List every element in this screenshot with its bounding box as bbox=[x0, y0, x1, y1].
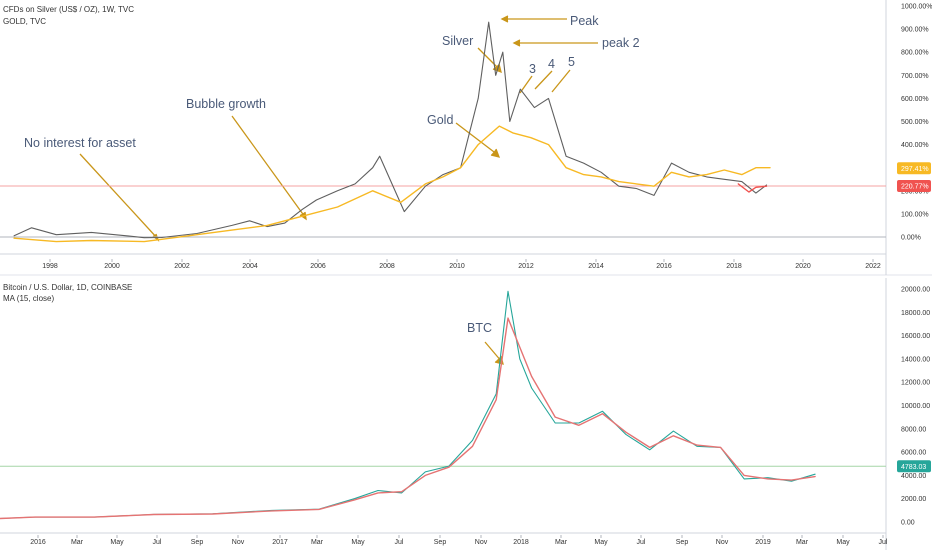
top-series-line-2[interactable] bbox=[737, 183, 768, 193]
bottom-x-tick-label: Nov bbox=[232, 539, 245, 546]
bottom-x-tick-label: 2018 bbox=[513, 539, 529, 546]
bottom-y-tick-label: 18000.00 bbox=[901, 310, 930, 317]
arrow-gold bbox=[455, 122, 499, 156]
bottom-x-tick-label: 2019 bbox=[755, 539, 771, 546]
bottom-y-tick-label: 20000.00 bbox=[901, 287, 930, 294]
top-last-value-text: 220.77% bbox=[901, 184, 929, 191]
bottom-time-axis[interactable]: 2016 Mar May Jul Sep Nov 2017 Mar May Jul Sep Nov 20… bbox=[30, 535, 888, 546]
annotation-4: 4 bbox=[548, 57, 555, 71]
silver-legend[interactable]: CFDs on Silver (US$ / OZ), 1W, TVC bbox=[3, 5, 134, 14]
bottom-x-tick-label: Jul bbox=[395, 539, 404, 546]
top-x-tick-label: 2020 bbox=[795, 263, 811, 270]
bottom-x-tick-label: Nov bbox=[716, 539, 729, 546]
bottom-x-tick-label: Sep bbox=[191, 539, 204, 546]
top-x-tick-label: 2008 bbox=[379, 263, 395, 270]
bottom-x-tick-label: Jul bbox=[153, 539, 162, 546]
bottom-y-tick-label: 14000.00 bbox=[901, 356, 930, 363]
top-x-tick-label: 2022 bbox=[865, 263, 881, 270]
ma-legend[interactable]: MA (15, close) bbox=[3, 294, 54, 303]
gold-legend[interactable]: GOLD, TVC bbox=[3, 17, 46, 26]
top-x-tick-label: 2016 bbox=[656, 263, 672, 270]
bottom-y-tick-label: 12000.00 bbox=[901, 380, 930, 387]
annotation-gold: Gold bbox=[427, 113, 453, 127]
top-x-tick-label: 2006 bbox=[310, 263, 326, 270]
top-time-axis[interactable]: 1998 2000 2002 2004 2006 2008 2010 2012 2014 2016… bbox=[42, 259, 881, 270]
annotation-bubble-growth: Bubble growth bbox=[186, 97, 266, 111]
btc-legend[interactable]: Bitcoin / U.S. Dollar, 1D, COINBASE bbox=[3, 283, 132, 292]
bottom-x-tick-label: Mar bbox=[311, 539, 324, 546]
top-x-tick-label: 2002 bbox=[174, 263, 190, 270]
top-y-tick-label: 600.00% bbox=[901, 96, 929, 103]
annotation-btc: BTC bbox=[467, 321, 492, 335]
top-x-tick-label: 2018 bbox=[726, 263, 742, 270]
top-series-line-1[interactable] bbox=[13, 125, 771, 243]
bottom-x-tick-label: Mar bbox=[796, 539, 809, 546]
top-last-value-badge bbox=[897, 162, 931, 175]
top-y-tick-label: 700.00% bbox=[901, 73, 929, 80]
bottom-last-value-badge bbox=[897, 460, 931, 473]
arrow-5 bbox=[551, 69, 571, 93]
bottom-x-tick-label: May bbox=[594, 539, 608, 546]
bottom-price-axis[interactable]: 20000.00 18000.00 16000.00 14000.00 12000.00… bbox=[901, 287, 930, 527]
bottom-series-line-1[interactable] bbox=[0, 317, 816, 520]
arrow-4 bbox=[534, 70, 553, 90]
bottom-last-value-labels: 4783.03 bbox=[897, 460, 931, 473]
bottom-x-tick-label: Sep bbox=[676, 539, 689, 546]
arrow-no-interest bbox=[79, 153, 159, 240]
bottom-last-value-text: 4783.03 bbox=[901, 464, 926, 471]
top-x-tick-label: 2004 bbox=[242, 263, 258, 270]
top-x-tick-label: 2014 bbox=[588, 263, 604, 270]
top-y-tick-label: 900.00% bbox=[901, 27, 929, 34]
top-x-tick-label: 2000 bbox=[104, 263, 120, 270]
bottom-y-tick-label: 2000.00 bbox=[901, 496, 926, 503]
top-x-tick-label: 2012 bbox=[518, 263, 534, 270]
bottom-series-lines[interactable] bbox=[0, 290, 816, 520]
bottom-y-tick-label: 8000.00 bbox=[901, 426, 926, 433]
arrowhead-peak bbox=[500, 15, 509, 23]
top-last-value-labels: 297.41% 220.77% bbox=[897, 162, 931, 193]
bottom-x-tick-label: Jul bbox=[637, 539, 646, 546]
bottom-x-tick-label: Jul bbox=[879, 539, 888, 546]
top-y-tick-label: 1000.00% bbox=[901, 4, 932, 11]
top-y-tick-label: 0.00% bbox=[901, 235, 921, 242]
top-x-tick-label: 1998 bbox=[42, 263, 58, 270]
bottom-y-tick-label: 0.00 bbox=[901, 520, 915, 527]
top-last-value-text: 297.41% bbox=[901, 166, 929, 173]
top-last-value-badge bbox=[897, 180, 931, 193]
arrow-bubble-growth bbox=[231, 115, 306, 218]
top-y-tick-label: 400.00% bbox=[901, 142, 929, 149]
bottom-x-tick-label: May bbox=[351, 539, 365, 546]
top-y-tick-label: 500.00% bbox=[901, 119, 929, 126]
bottom-y-tick-label: 10000.00 bbox=[901, 403, 930, 410]
annotation-peak: Peak bbox=[570, 14, 599, 28]
bottom-y-tick-label: 16000.00 bbox=[901, 333, 930, 340]
annotation-no-interest: No interest for asset bbox=[24, 136, 136, 150]
top-series-lines[interactable] bbox=[13, 21, 771, 243]
bottom-y-tick-label: 6000.00 bbox=[901, 450, 926, 457]
bottom-x-tick-label: Sep bbox=[434, 539, 447, 546]
arrowhead-gold bbox=[490, 148, 501, 158]
bottom-x-tick-label: 2017 bbox=[272, 539, 288, 546]
bottom-x-tick-label: Nov bbox=[475, 539, 488, 546]
arrowhead-peak-2 bbox=[512, 39, 521, 47]
top-y-tick-label: 800.00% bbox=[901, 50, 929, 57]
top-x-tick-label: 2010 bbox=[449, 263, 465, 270]
top-y-tick-label: 100.00% bbox=[901, 211, 929, 218]
annotation-3: 3 bbox=[529, 62, 536, 76]
bottom-x-tick-label: Mar bbox=[71, 539, 84, 546]
top-horizontal-lines bbox=[0, 185, 886, 238]
annotation-silver: Silver bbox=[442, 34, 473, 48]
bottom-x-tick-label: May bbox=[110, 539, 124, 546]
bottom-y-tick-label: 4000.00 bbox=[901, 473, 926, 480]
annotation-arrows bbox=[79, 15, 598, 365]
annotation-peak-2: peak 2 bbox=[602, 36, 640, 50]
bottom-x-tick-label: 2016 bbox=[30, 539, 46, 546]
bottom-x-tick-label: May bbox=[836, 539, 850, 546]
bottom-x-tick-label: Mar bbox=[555, 539, 568, 546]
annotation-5: 5 bbox=[568, 55, 575, 69]
arrow-3 bbox=[519, 75, 533, 94]
